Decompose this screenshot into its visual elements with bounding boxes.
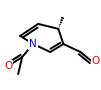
Text: O: O xyxy=(92,56,100,66)
Text: N: N xyxy=(29,39,37,49)
Text: O: O xyxy=(4,61,12,71)
